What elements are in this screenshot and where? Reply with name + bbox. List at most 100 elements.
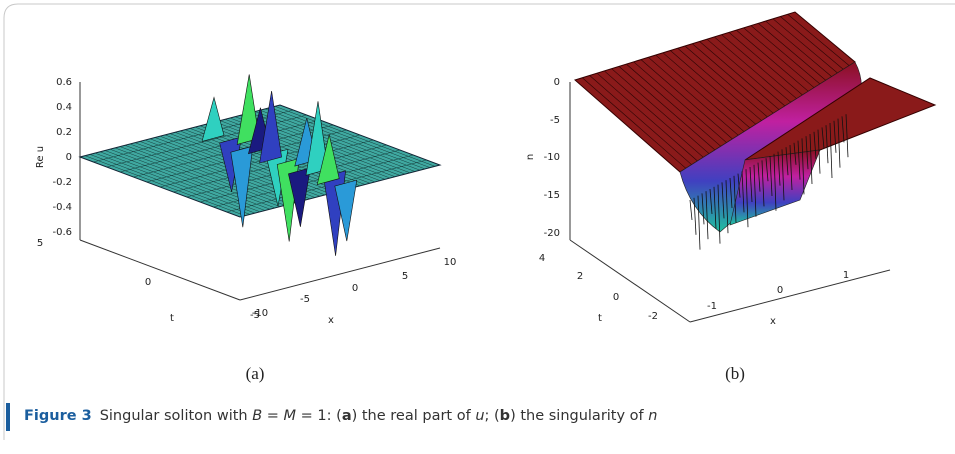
spike: [797, 140, 801, 180]
mesh-line: [714, 36, 792, 103]
tick-label: 4: [539, 253, 545, 264]
mesh-line: [750, 25, 821, 85]
tick-label: -2: [648, 311, 658, 322]
tick-label: 0.4: [56, 102, 72, 113]
mesh-line: [780, 16, 844, 70]
mesh-line: [765, 20, 832, 77]
mesh-line: [670, 50, 757, 125]
tick-label: 0: [352, 283, 358, 294]
mesh-line: [640, 59, 733, 140]
tick-label: -0.2: [52, 177, 72, 188]
caption-text: a: [341, 408, 352, 424]
mesh-line: [699, 41, 780, 110]
spike: [805, 136, 809, 170]
spike: [305, 101, 329, 176]
spike: [729, 177, 733, 209]
caption-text: ; (: [484, 408, 500, 424]
spike: [793, 142, 797, 165]
spike: [821, 127, 825, 149]
caption-label: Figure 3: [24, 408, 92, 424]
tick-label: -10: [544, 152, 560, 163]
tick-label: 0: [777, 285, 783, 296]
spike: [765, 158, 769, 182]
spike: [259, 90, 282, 164]
tick-label: 10: [444, 257, 457, 268]
mesh-line: [604, 70, 704, 158]
mesh-line: [655, 54, 745, 132]
mesh-line: [626, 63, 722, 147]
mesh-line: [662, 52, 751, 129]
spike: [721, 182, 725, 219]
spike: [845, 114, 849, 158]
mesh-line: [692, 43, 774, 114]
tick-label: 0: [66, 152, 72, 163]
spike: [757, 162, 761, 192]
tick-label: 5: [402, 271, 408, 282]
caption-text: u: [475, 408, 485, 424]
tick-label: -10: [252, 308, 268, 319]
mesh-line: [736, 29, 809, 92]
caption-text: =: [262, 408, 284, 424]
tick-label: 5: [37, 238, 43, 249]
z-label: Re u: [35, 146, 46, 168]
tick-label: -20: [544, 228, 560, 239]
mesh-line: [611, 68, 710, 154]
mesh-line: [684, 45, 768, 118]
caption-text: M: [283, 408, 297, 424]
spike: [841, 116, 845, 143]
spike: [809, 133, 813, 185]
spike: [833, 120, 837, 153]
spike: [801, 138, 805, 195]
spike: [781, 149, 785, 201]
mesh-line: [772, 18, 838, 74]
tick-label: -5: [300, 294, 310, 305]
spike: [769, 155, 773, 197]
tick-label: -5: [550, 115, 560, 126]
tick-label: 2: [577, 271, 583, 282]
subfigure-label: (a): [246, 364, 265, 383]
z-label: n: [525, 154, 536, 160]
mesh-line: [648, 57, 739, 136]
spike: [201, 96, 225, 142]
spike: [737, 173, 741, 198]
subfigure-label: (b): [725, 364, 745, 383]
caption-text: ) the singularity of: [510, 408, 649, 424]
caption-text: Singular soliton with: [99, 408, 253, 424]
mesh-line: [787, 14, 850, 66]
caption-text: ) the real part of: [351, 408, 476, 424]
tick-label: -0.6: [52, 227, 72, 238]
spike: [733, 175, 737, 223]
spike: [753, 164, 757, 217]
spike: [697, 195, 701, 250]
spike: [334, 179, 358, 242]
tick-label: 0: [145, 277, 151, 288]
spike: [813, 131, 817, 159]
spike: [741, 171, 745, 213]
axis: [569, 239, 691, 323]
spike: [288, 167, 311, 227]
tick-label: 0.2: [56, 127, 72, 138]
spike: [749, 166, 753, 203]
spike: [701, 193, 705, 225]
tick-label: -5: [250, 310, 260, 321]
caption: Figure 3 Singular soliton with B = M = 1:…: [24, 408, 657, 424]
spike: [725, 180, 729, 234]
axis: [79, 239, 241, 301]
spike: [837, 118, 841, 168]
mesh-line: [743, 27, 815, 88]
axis: [239, 247, 441, 301]
spike: [817, 129, 821, 174]
spike: [829, 122, 833, 179]
tick-label: -0.4: [52, 202, 72, 213]
spike: [689, 199, 693, 221]
tick-label: 0: [613, 292, 619, 303]
caption-text: = 1: (: [296, 408, 342, 424]
mesh-line: [706, 38, 786, 107]
x-label: x: [328, 315, 334, 326]
mesh-line: [119, 119, 321, 173]
spike: [705, 191, 709, 240]
